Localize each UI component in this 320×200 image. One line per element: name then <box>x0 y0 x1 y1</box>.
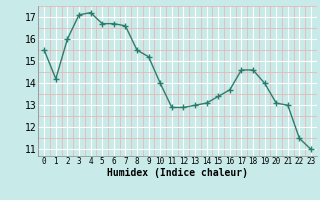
X-axis label: Humidex (Indice chaleur): Humidex (Indice chaleur) <box>107 168 248 178</box>
